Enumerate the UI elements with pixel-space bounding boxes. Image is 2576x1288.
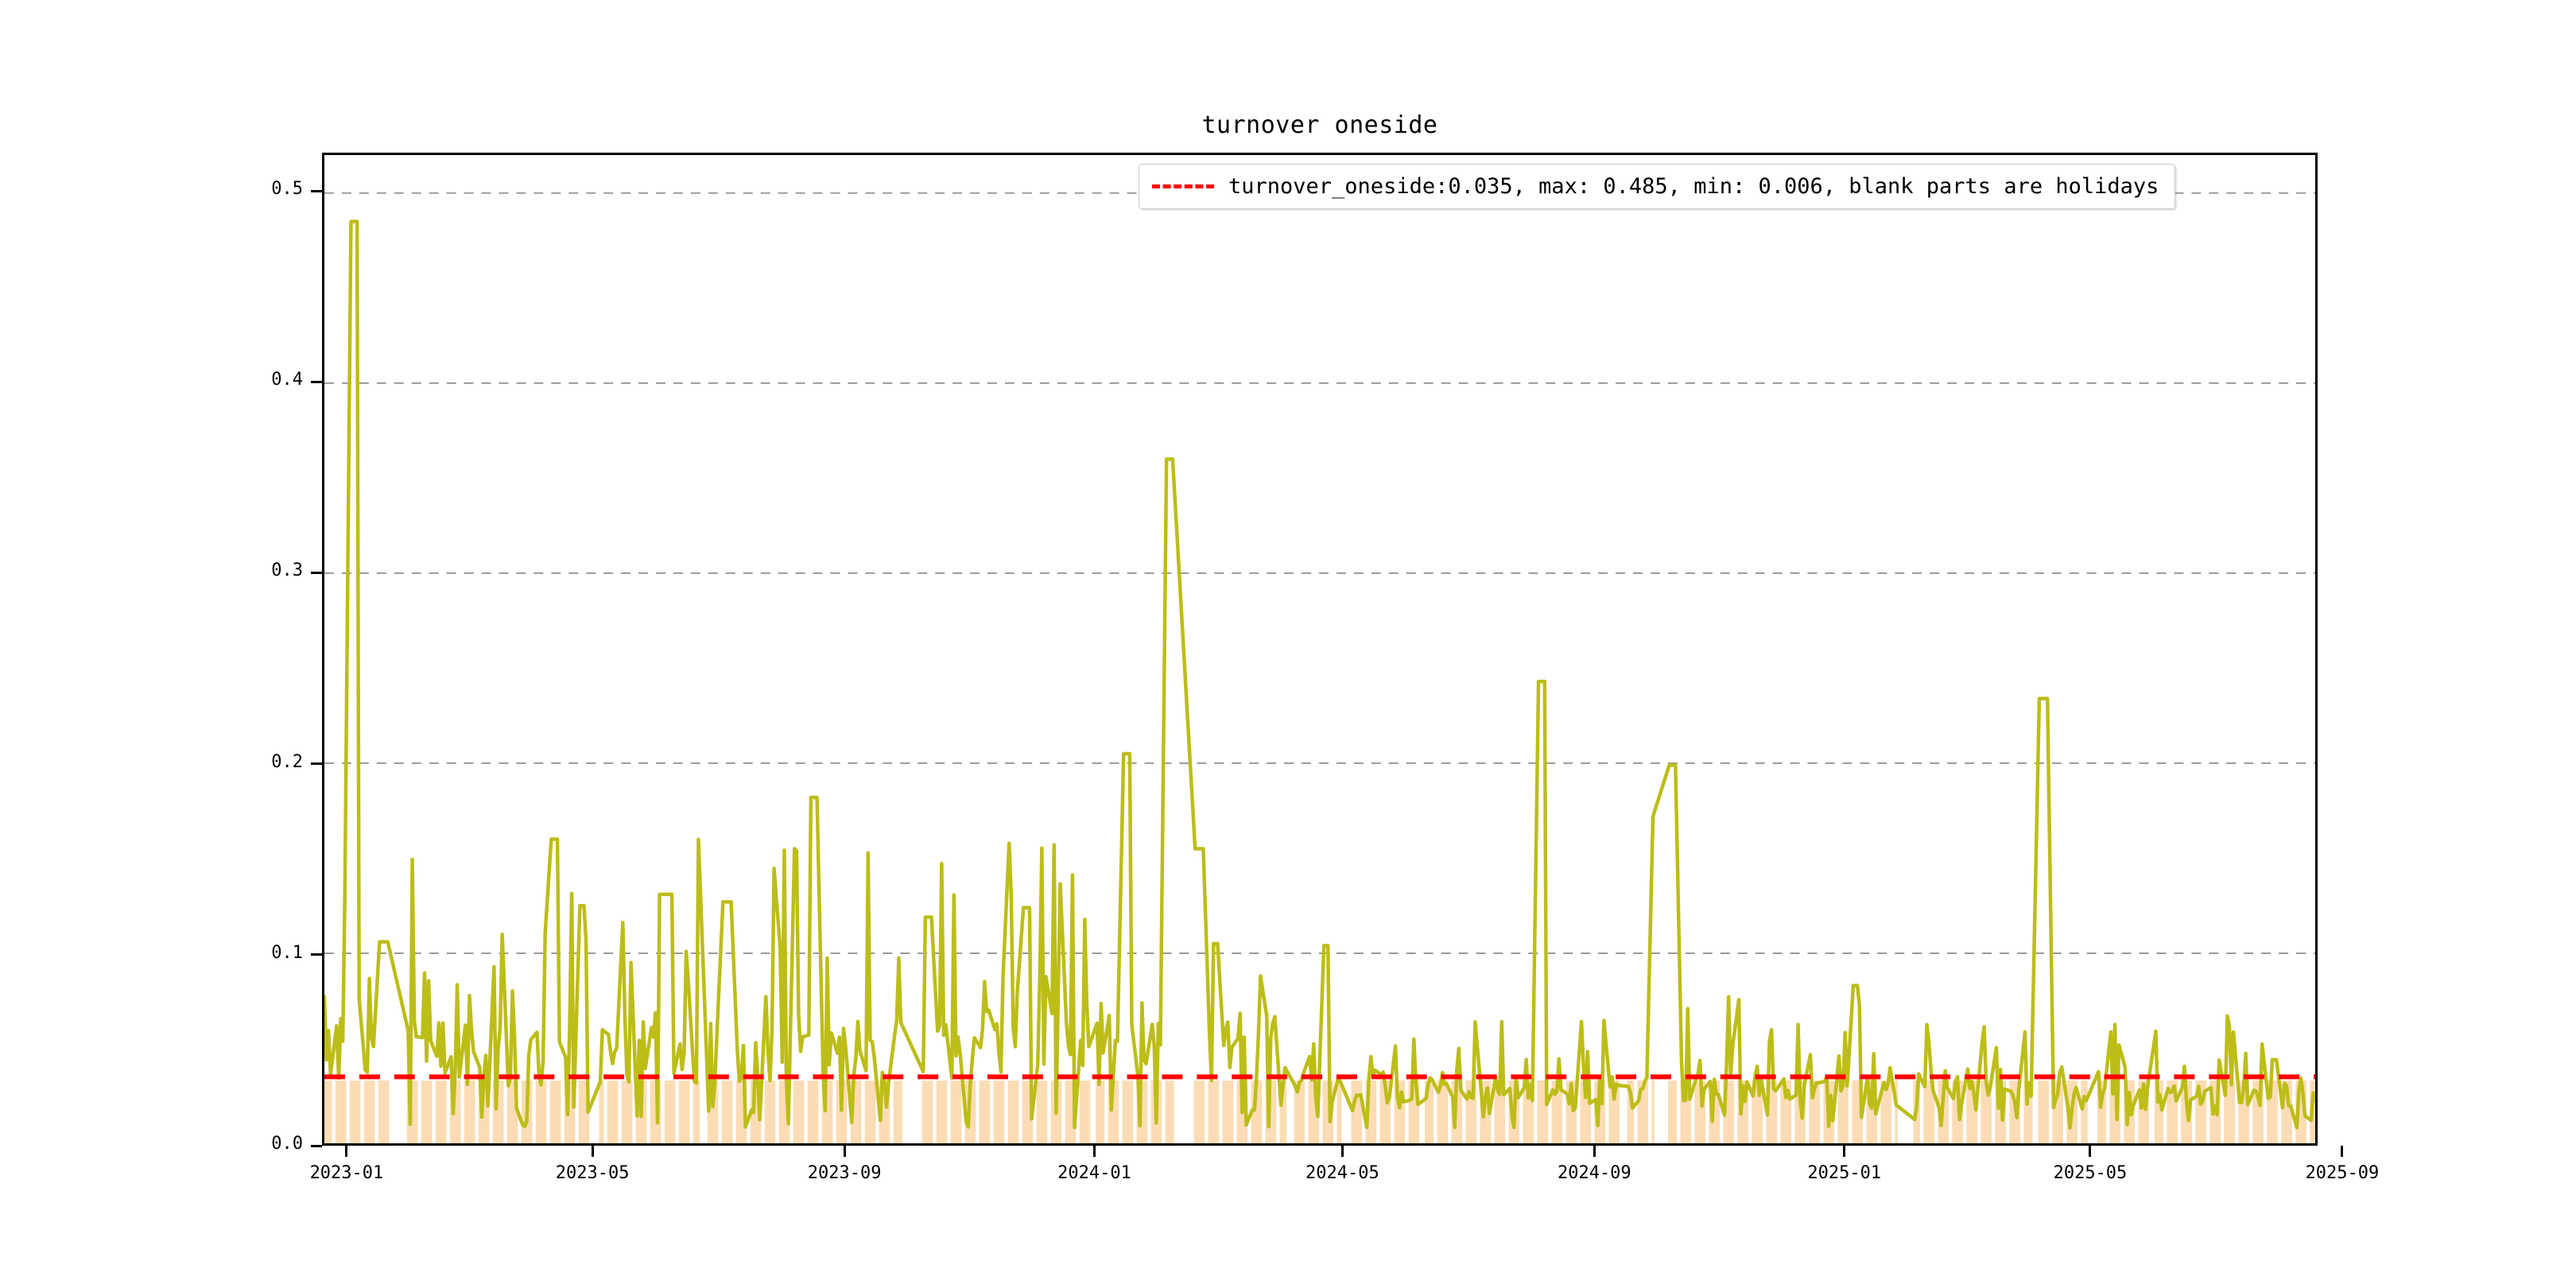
y-tick-mark [311, 1144, 322, 1147]
plot-area [322, 153, 2318, 1146]
legend-label: turnover_oneside:0.035, max: 0.485, min:… [1228, 174, 2159, 199]
y-tick-mark [311, 189, 322, 192]
x-tick-label: 2023-09 [807, 1163, 882, 1183]
y-tick-label: 0.5 [271, 179, 303, 200]
y-tick-label: 0.0 [271, 1134, 303, 1154]
y-tick-mark [311, 953, 322, 956]
x-tick-label: 2024-09 [1557, 1163, 1631, 1183]
x-tick-mark [345, 1146, 348, 1157]
y-tick-label: 0.4 [271, 370, 303, 390]
x-tick-label: 2023-01 [309, 1163, 384, 1183]
x-tick-mark [2089, 1146, 2092, 1157]
trading-day-bands [324, 1080, 2315, 1143]
x-tick-mark [1093, 1146, 1096, 1157]
x-tick-mark [1340, 1146, 1344, 1157]
x-tick-mark [2341, 1146, 2344, 1157]
x-tick-label: 2025-05 [2053, 1163, 2128, 1183]
y-tick-label: 0.3 [271, 561, 303, 581]
red-dashed-line-icon [1152, 184, 1214, 188]
x-tick-label: 2025-01 [1807, 1163, 1882, 1183]
page-title: turnover oneside [1201, 111, 1438, 139]
y-tick-mark [311, 571, 322, 574]
y-tick-label: 0.2 [271, 751, 303, 772]
x-tick-label: 2023-05 [555, 1163, 630, 1183]
x-tick-mark [1593, 1146, 1596, 1157]
chart-canvas [324, 192, 2315, 1143]
x-tick-label: 2024-05 [1305, 1163, 1379, 1183]
x-tick-mark [1843, 1146, 1846, 1157]
chart-legend: turnover_oneside:0.035, max: 0.485, min:… [1139, 164, 2176, 209]
y-tick-mark [311, 380, 322, 383]
y-tick-mark [311, 762, 322, 766]
x-tick-label: 2025-09 [2305, 1163, 2380, 1183]
y-gridlines [324, 192, 2315, 954]
turnover-line [324, 219, 2315, 1130]
x-tick-label: 2024-01 [1057, 1163, 1131, 1183]
x-tick-mark [843, 1146, 846, 1157]
y-tick-label: 0.1 [271, 942, 303, 963]
x-tick-mark [591, 1146, 594, 1157]
